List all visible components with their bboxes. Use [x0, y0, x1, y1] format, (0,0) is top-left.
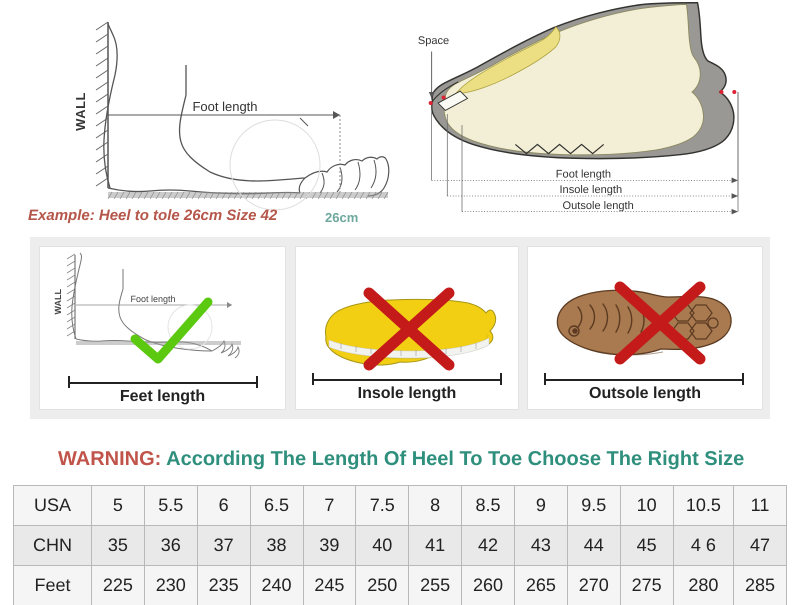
svg-text:Outsole length: Outsole length: [563, 199, 634, 212]
svg-text:Insole length: Insole length: [559, 183, 622, 196]
svg-text:Space: Space: [418, 34, 450, 47]
svg-text:Foot length: Foot length: [192, 99, 257, 114]
svg-text:Foot length: Foot length: [130, 294, 175, 304]
svg-text:Foot length: Foot length: [556, 167, 611, 180]
